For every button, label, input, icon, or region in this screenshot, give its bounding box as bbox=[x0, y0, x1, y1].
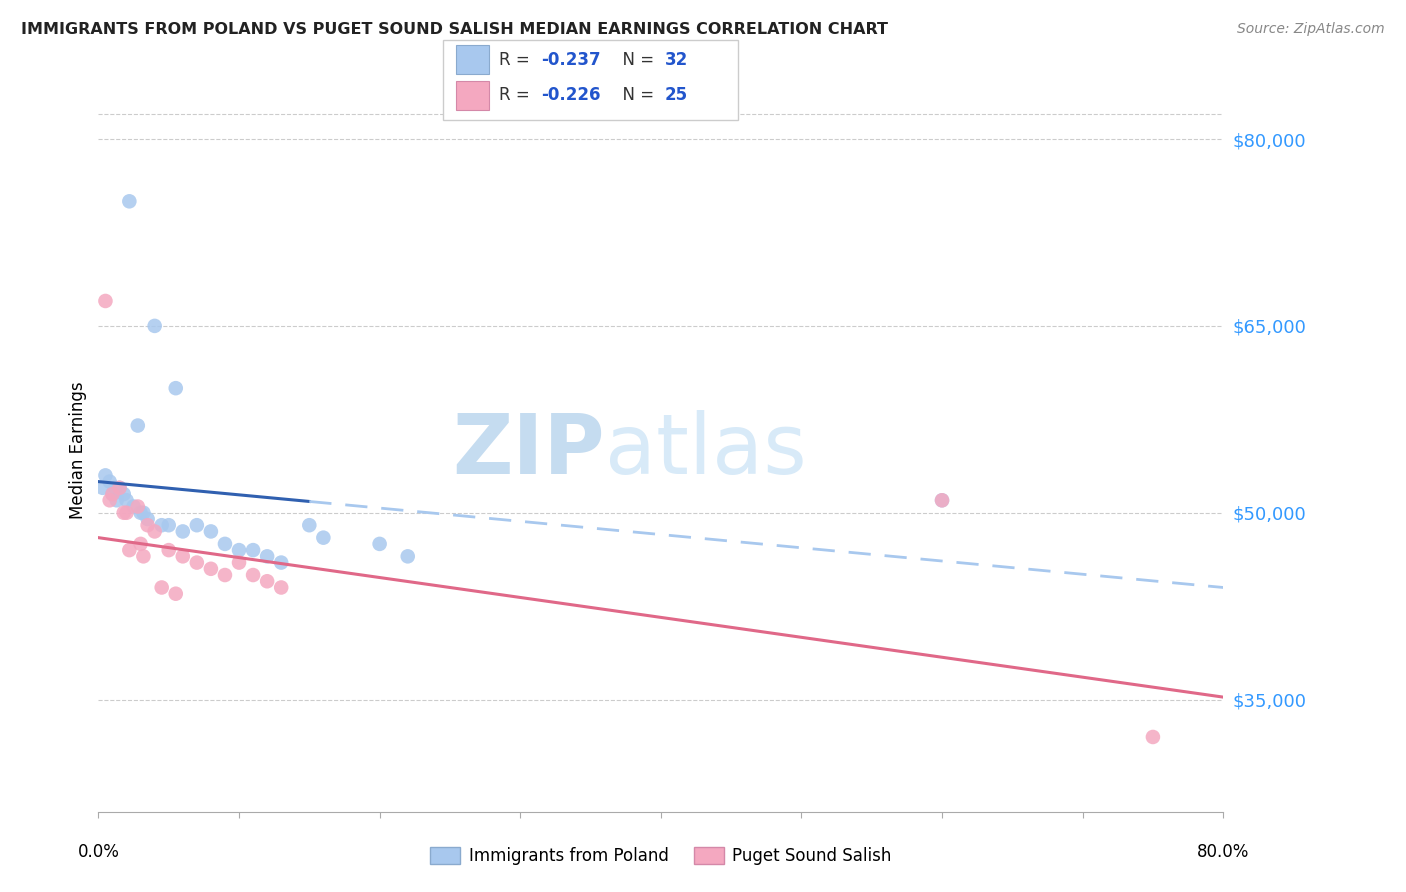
Point bbox=[242, 543, 264, 558]
Point bbox=[101, 487, 124, 501]
Point bbox=[931, 493, 953, 508]
Point bbox=[108, 481, 131, 495]
Point bbox=[931, 493, 953, 508]
Text: N =: N = bbox=[612, 51, 659, 69]
Point bbox=[101, 487, 124, 501]
Point bbox=[157, 518, 180, 533]
Point bbox=[396, 549, 419, 564]
Point bbox=[172, 549, 194, 564]
Point bbox=[94, 293, 117, 308]
Text: IMMIGRANTS FROM POLAND VS PUGET SOUND SALISH MEDIAN EARNINGS CORRELATION CHART: IMMIGRANTS FROM POLAND VS PUGET SOUND SA… bbox=[21, 22, 889, 37]
Point bbox=[118, 194, 141, 209]
Legend: Immigrants from Poland, Puget Sound Salish: Immigrants from Poland, Puget Sound Sali… bbox=[423, 840, 898, 872]
Point bbox=[98, 493, 121, 508]
Text: atlas: atlas bbox=[605, 410, 806, 491]
Point bbox=[368, 537, 391, 551]
Point bbox=[1142, 730, 1164, 744]
Text: ZIP: ZIP bbox=[453, 410, 605, 491]
Point bbox=[150, 581, 173, 595]
Point bbox=[150, 518, 173, 533]
Point bbox=[157, 543, 180, 558]
Point bbox=[115, 506, 138, 520]
Text: 80.0%: 80.0% bbox=[1197, 843, 1250, 861]
Point bbox=[200, 562, 222, 576]
Point bbox=[214, 568, 236, 582]
Point bbox=[127, 418, 149, 433]
Point bbox=[165, 587, 187, 601]
Point bbox=[115, 493, 138, 508]
Text: 32: 32 bbox=[665, 51, 689, 69]
Point bbox=[108, 481, 131, 495]
Point bbox=[127, 500, 149, 514]
Point bbox=[165, 381, 187, 395]
Point bbox=[186, 556, 208, 570]
Point bbox=[132, 549, 155, 564]
Point bbox=[298, 518, 321, 533]
Text: N =: N = bbox=[612, 87, 659, 104]
Point bbox=[129, 537, 152, 551]
Text: -0.226: -0.226 bbox=[541, 87, 600, 104]
Point bbox=[312, 531, 335, 545]
Point bbox=[186, 518, 208, 533]
Point bbox=[118, 543, 141, 558]
Point bbox=[91, 481, 114, 495]
Text: 0.0%: 0.0% bbox=[77, 843, 120, 861]
Point bbox=[228, 543, 250, 558]
Point bbox=[242, 568, 264, 582]
Text: R =: R = bbox=[499, 51, 536, 69]
Point bbox=[132, 506, 155, 520]
Point bbox=[136, 512, 159, 526]
Point bbox=[143, 524, 166, 539]
Point bbox=[256, 574, 278, 589]
Point bbox=[104, 481, 127, 495]
Point bbox=[256, 549, 278, 564]
Text: Source: ZipAtlas.com: Source: ZipAtlas.com bbox=[1237, 22, 1385, 37]
Point bbox=[270, 581, 292, 595]
Point bbox=[122, 500, 145, 514]
Point bbox=[200, 524, 222, 539]
Point bbox=[105, 493, 128, 508]
Point bbox=[136, 518, 159, 533]
Text: -0.237: -0.237 bbox=[541, 51, 600, 69]
Point bbox=[143, 318, 166, 333]
Point bbox=[270, 556, 292, 570]
Text: R =: R = bbox=[499, 87, 536, 104]
Point bbox=[112, 506, 135, 520]
Point bbox=[129, 506, 152, 520]
Point bbox=[98, 475, 121, 489]
Point bbox=[112, 487, 135, 501]
Point bbox=[94, 468, 117, 483]
Y-axis label: Median Earnings: Median Earnings bbox=[69, 382, 87, 519]
Text: 25: 25 bbox=[665, 87, 688, 104]
Point bbox=[214, 537, 236, 551]
Point bbox=[228, 556, 250, 570]
Point bbox=[172, 524, 194, 539]
